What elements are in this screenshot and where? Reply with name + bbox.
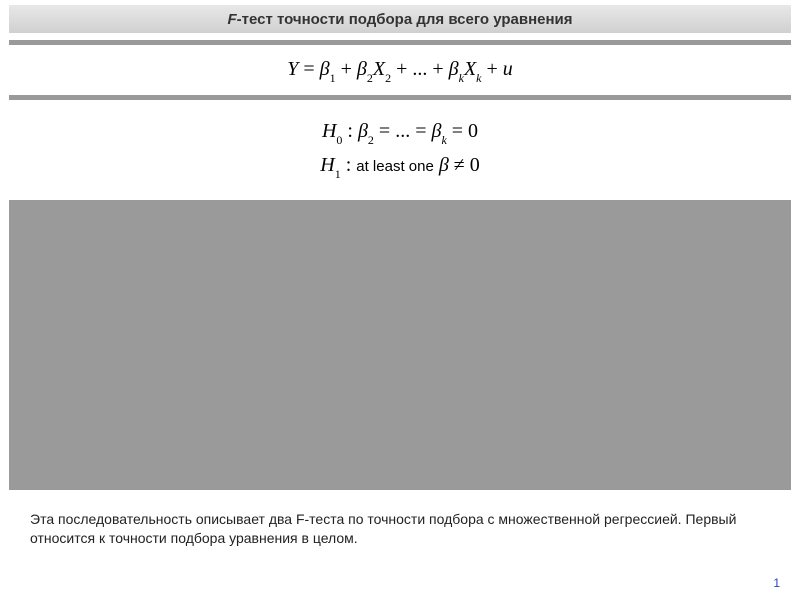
- eq-u: u: [503, 58, 513, 80]
- eq-Xk: X: [464, 58, 476, 80]
- eq-plus2: +: [481, 58, 502, 80]
- h0-sub: 0: [336, 133, 342, 147]
- page-number: 1: [773, 576, 780, 590]
- content-placeholder-block: [9, 200, 791, 490]
- h1-colon: :: [341, 154, 357, 176]
- h1-text: at least one: [356, 158, 434, 175]
- h0-H: H: [322, 120, 336, 142]
- eq-Xsub2: 2: [385, 71, 391, 85]
- main-equation-band: Y = β1 + β2X2 + ... + βkXk + u: [9, 50, 791, 92]
- h0-subk: k: [441, 133, 446, 147]
- h1-sub: 1: [335, 167, 341, 181]
- h0-betak: β: [431, 120, 441, 142]
- hypotheses-block: H0 : β2 = ... = βk = 0 H1 : at least one…: [9, 110, 791, 190]
- divider-top: [9, 40, 791, 45]
- h1-beta: β: [439, 154, 449, 176]
- eq-subk: k: [459, 71, 464, 85]
- eq-Xsubk: k: [476, 71, 481, 85]
- h0-colon: :: [342, 120, 358, 142]
- h0-eqdots: = ... =: [374, 120, 432, 142]
- h1-neq: ≠ 0: [449, 154, 480, 176]
- eq-dots: + ... +: [391, 58, 449, 80]
- main-equation: Y = β1 + β2X2 + ... + βkXk + u: [287, 58, 513, 84]
- h0-beta2: β: [358, 120, 368, 142]
- eq-plus1: +: [336, 58, 357, 80]
- h1-H: H: [320, 154, 334, 176]
- divider-bottom: [9, 95, 791, 100]
- null-hypothesis: H0 : β2 = ... = βk = 0: [322, 120, 478, 146]
- title-rest: -тест точности подбора для всего уравнен…: [237, 11, 573, 28]
- eq-sub2: 2: [367, 71, 373, 85]
- eq-X2: X: [373, 58, 385, 80]
- h0-eqzero: = 0: [447, 120, 478, 142]
- h0-sub2: 2: [368, 133, 374, 147]
- eq-Y: Y: [287, 58, 298, 80]
- eq-beta2: β: [357, 58, 367, 80]
- slide-description: Эта последовательность описывает два F-т…: [30, 510, 760, 548]
- eq-sub1: 1: [330, 71, 336, 85]
- eq-betak: β: [449, 58, 459, 80]
- eq-beta1: β: [320, 58, 330, 80]
- title-bar: F-тест точности подбора для всего уравне…: [9, 5, 791, 33]
- alt-hypothesis: H1 : at least one β ≠ 0: [320, 154, 480, 180]
- eq-equals: =: [298, 58, 319, 80]
- title-italic-f: F: [227, 11, 236, 28]
- slide-title: F-тест точности подбора для всего уравне…: [227, 11, 572, 28]
